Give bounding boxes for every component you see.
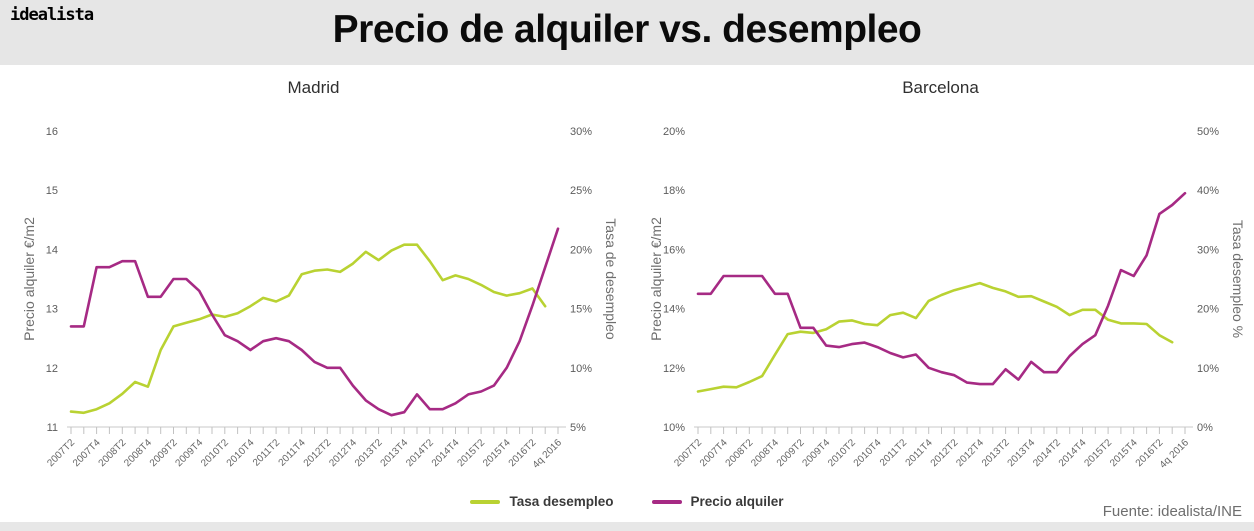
tasa-desempleo-swatch — [470, 499, 501, 504]
right-axis-tick-label: 5% — [570, 422, 586, 434]
left-axis-tick-label: 11 — [47, 422, 58, 434]
x-tick-label: 4q 2016 — [531, 437, 565, 471]
right-axis-label: Tasa de desempleo — [603, 218, 619, 340]
tasa-desempleo-line — [696, 281, 1174, 393]
right-axis-tick-label: 10% — [570, 363, 592, 375]
barcelona-chart-title: Barcelona — [902, 78, 979, 97]
left-axis-tick-label: 20% — [663, 126, 685, 138]
x-tick-label: 4q 2016 — [1158, 437, 1192, 471]
right-axis-label: Tasa desempleo % — [1230, 220, 1246, 338]
right-axis-tick-label: 15% — [570, 304, 592, 316]
left-axis-label: Precio alquiler €/m2 — [648, 217, 664, 341]
left-axis-tick-label: 16% — [663, 244, 685, 256]
right-axis-tick-label: 30% — [1197, 244, 1219, 256]
precio-alquiler-legend-label: Precio alquiler — [690, 494, 784, 509]
precio-alquiler-line — [69, 227, 560, 417]
barcelona-chart: 2007T22007T42008T22008T42009T22009T42010… — [648, 126, 1246, 471]
right-axis-tick-label: 0% — [1197, 422, 1213, 434]
left-axis-label: Precio alquiler €/m2 — [21, 217, 37, 341]
page-title: Precio de alquiler vs. desempleo — [332, 8, 922, 51]
right-axis-tick-label: 20% — [1197, 304, 1219, 316]
header-band: idealista Precio de alquiler vs. desempl… — [0, 0, 1254, 65]
right-axis-tick-label: 50% — [1197, 126, 1219, 138]
right-axis-tick-label: 30% — [570, 126, 592, 138]
left-axis-tick-label: 18% — [663, 185, 685, 197]
x-tick-label: 2010T4 — [852, 437, 884, 469]
tasa-desempleo-line — [69, 243, 547, 415]
left-axis-tick-label: 14 — [46, 244, 58, 256]
legend-item-precio-alquiler: Precio alquiler — [651, 494, 784, 509]
bottom-strip — [0, 522, 1254, 531]
x-tick-label: 2011T2 — [251, 437, 283, 469]
left-axis-tick-label: 10% — [663, 422, 685, 434]
left-axis-tick-label: 12 — [46, 363, 58, 375]
madrid-chart-title: Madrid — [287, 78, 340, 97]
legend: Tasa desempleo Precio alquiler — [0, 494, 1254, 509]
source-note: Fuente: idealista/INE — [1102, 503, 1242, 520]
madrid-chart: 2007T22007T42008T22008T42009T22009T42010… — [21, 126, 619, 471]
legend-item-tasa-desempleo: Tasa desempleo — [470, 494, 614, 509]
precio-alquiler-line — [696, 191, 1187, 386]
left-axis-tick-label: 12% — [663, 363, 685, 375]
left-axis-tick-label: 14% — [663, 304, 685, 316]
tasa-desempleo-legend-label: Tasa desempleo — [509, 494, 614, 509]
x-tick-label: 2011T2 — [878, 437, 910, 469]
precio-alquiler-swatch — [651, 499, 682, 504]
right-axis-tick-label: 25% — [570, 185, 592, 197]
right-axis-tick-label: 40% — [1197, 185, 1219, 197]
left-axis-tick-label: 15 — [46, 185, 58, 197]
idealista-logo: idealista — [10, 5, 94, 25]
left-axis-tick-label: 16 — [46, 126, 58, 138]
right-axis-tick-label: 10% — [1197, 363, 1219, 375]
x-tick-label: 2010T4 — [225, 437, 257, 469]
left-axis-tick-label: 13 — [46, 304, 58, 316]
right-axis-tick-label: 20% — [570, 244, 592, 256]
